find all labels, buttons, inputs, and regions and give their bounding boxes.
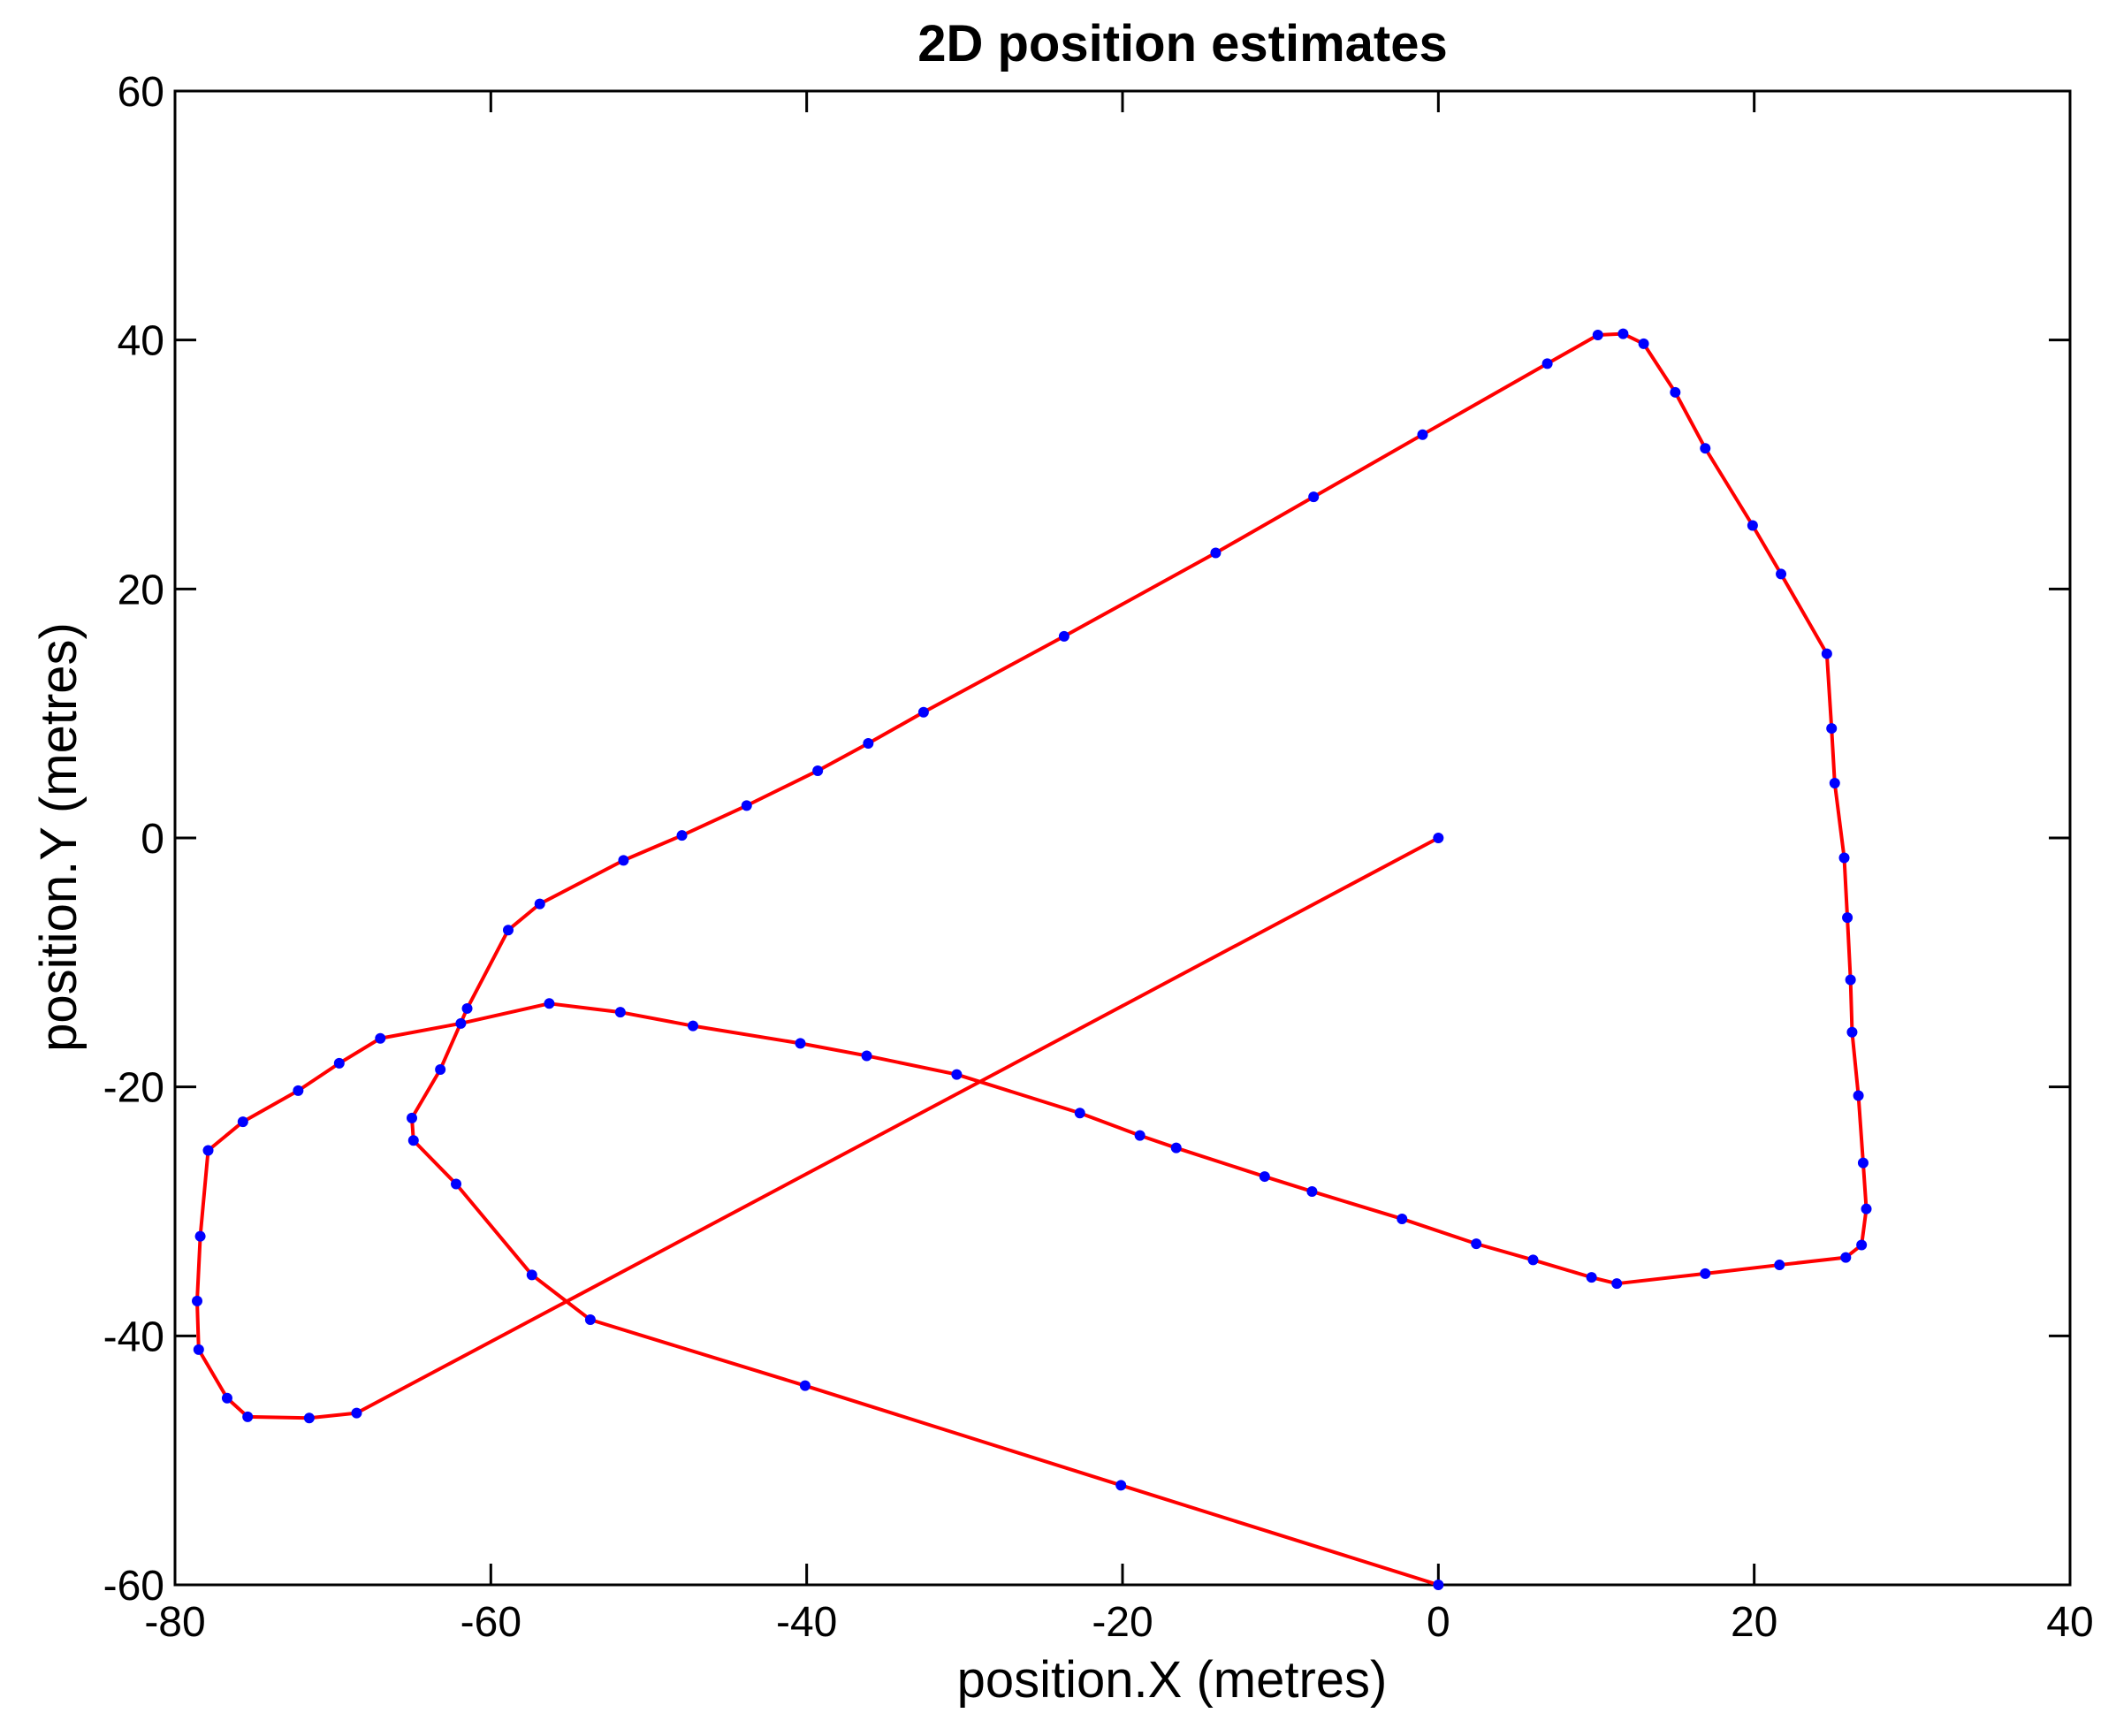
y-axis-label: position.Y (metres) — [30, 622, 88, 1052]
data-point — [614, 1007, 626, 1018]
data-point — [1853, 1090, 1864, 1101]
data-point — [351, 1407, 362, 1419]
data-point — [1829, 778, 1840, 789]
data-point — [375, 1032, 386, 1044]
data-point — [1670, 386, 1681, 398]
data-point — [333, 1057, 345, 1069]
data-point — [407, 1112, 417, 1123]
data-point — [1845, 974, 1856, 986]
data-point — [1592, 330, 1603, 341]
data-point — [502, 925, 514, 936]
data-point — [1115, 1480, 1127, 1491]
data-point — [242, 1411, 254, 1422]
data-point — [1433, 833, 1444, 843]
data-point — [584, 1314, 596, 1326]
data-point — [1774, 1260, 1785, 1271]
data-point — [861, 1050, 872, 1062]
x-tick-label: 40 — [2046, 1599, 2093, 1646]
data-point — [1776, 568, 1787, 580]
data-point — [451, 1178, 462, 1190]
data-point — [1541, 358, 1553, 369]
data-point — [194, 1230, 206, 1242]
data-point — [1856, 1239, 1868, 1251]
x-tick-label: 20 — [1731, 1599, 1777, 1646]
data-point — [1210, 547, 1222, 559]
data-point — [1527, 1254, 1539, 1266]
tick-marks — [173, 89, 2072, 1587]
data-point — [544, 998, 555, 1009]
x-tick-label: -80 — [144, 1599, 205, 1646]
data-point — [1842, 912, 1853, 924]
data-point — [526, 1269, 537, 1281]
data-point — [1170, 1142, 1182, 1154]
data-point — [193, 1344, 204, 1355]
data-point — [221, 1392, 232, 1404]
data-point — [1826, 723, 1838, 735]
data-point — [293, 1085, 304, 1096]
data-point — [192, 1295, 203, 1306]
y-tick-label: 20 — [118, 567, 164, 613]
data-point — [799, 1380, 811, 1391]
x-tick-label: -60 — [460, 1599, 521, 1646]
data-point — [534, 898, 545, 910]
data-point — [1074, 1108, 1085, 1119]
data-point — [1611, 1278, 1623, 1290]
y-tick-label: 60 — [118, 69, 164, 116]
data-point — [1259, 1171, 1270, 1183]
x-tick-label: 0 — [1427, 1599, 1450, 1646]
plot-frame — [173, 89, 2072, 1587]
data-point — [1058, 630, 1069, 642]
data-point — [202, 1145, 214, 1156]
data-point — [795, 1038, 806, 1049]
data-point — [1397, 1213, 1408, 1224]
data-point — [741, 800, 752, 811]
data-point — [1433, 1580, 1444, 1590]
y-tick-label: -60 — [103, 1563, 164, 1610]
data-point — [917, 706, 929, 718]
data-point — [618, 855, 629, 866]
data-point — [1838, 852, 1850, 864]
data-point — [455, 1017, 467, 1029]
data-point — [1700, 1268, 1711, 1279]
data-point — [237, 1116, 248, 1128]
y-tick-label: -40 — [103, 1313, 164, 1360]
data-point — [1846, 1026, 1858, 1038]
data-point — [1586, 1272, 1597, 1283]
data-point — [951, 1069, 963, 1080]
x-tick-label: -40 — [776, 1599, 837, 1646]
data-point — [303, 1412, 315, 1424]
data-point — [1308, 491, 1320, 503]
data-point — [1134, 1130, 1146, 1141]
data-point — [1617, 328, 1629, 339]
data-point — [676, 830, 688, 841]
x-tick-label: -20 — [1092, 1599, 1153, 1646]
y-tick-label: 0 — [141, 816, 164, 863]
data-point — [461, 1002, 473, 1014]
y-tick-label: -20 — [103, 1065, 164, 1112]
data-point — [435, 1063, 446, 1075]
data-point — [1821, 648, 1832, 659]
data-point — [688, 1020, 699, 1032]
data-point — [407, 1135, 419, 1146]
x-axis-label: position.X (metres) — [957, 1651, 1388, 1709]
data-point — [1700, 443, 1711, 454]
data-point — [812, 765, 824, 776]
data-point — [1857, 1157, 1869, 1169]
data-point — [1861, 1203, 1872, 1214]
data-point — [1747, 520, 1758, 531]
y-tick-label: 40 — [118, 318, 164, 365]
data-point — [863, 737, 874, 749]
data-point — [1306, 1185, 1318, 1197]
series-line — [195, 331, 1869, 1587]
data-point — [1638, 338, 1649, 349]
data-point — [1840, 1252, 1852, 1263]
data-point — [1471, 1238, 1482, 1250]
series-markers — [192, 328, 1872, 1590]
chart-title: 2D position estimates — [917, 15, 1447, 72]
data-point — [1417, 429, 1428, 440]
